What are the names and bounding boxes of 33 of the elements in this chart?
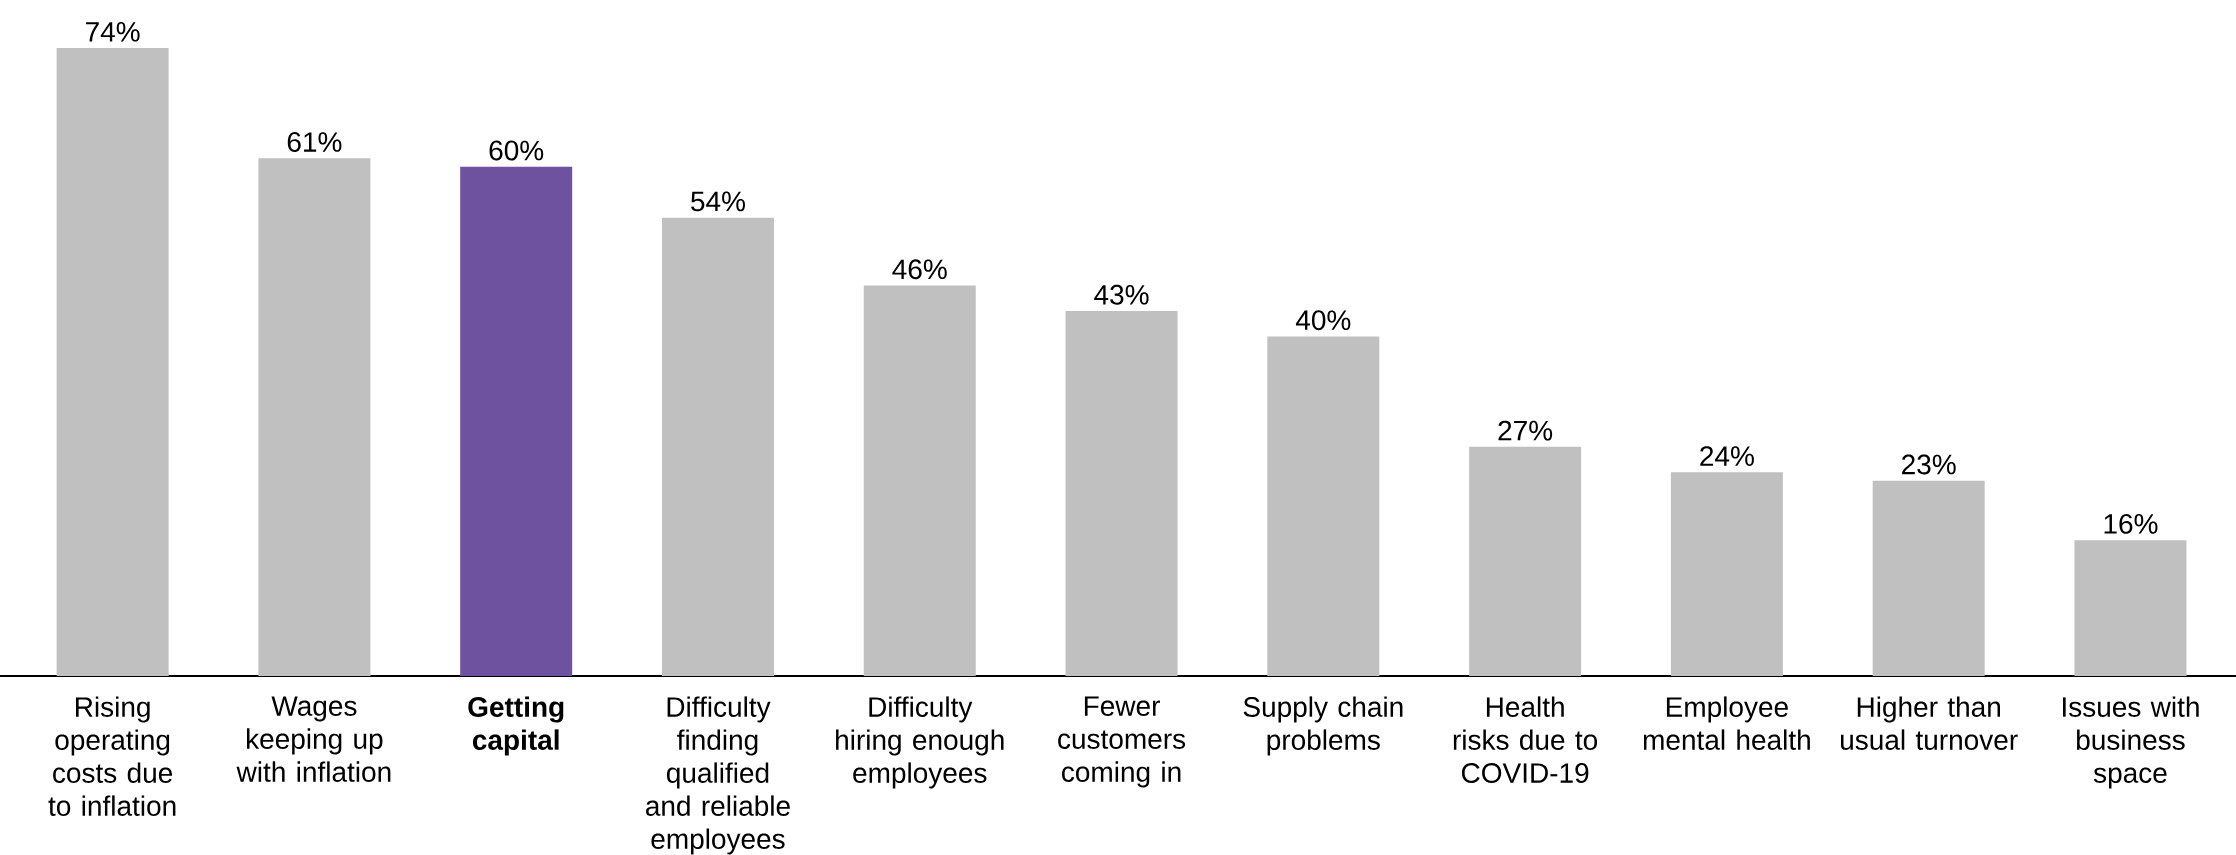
x-tick-label: Health risks due to COVID-19 — [1453, 696, 1598, 783]
bar — [1267, 336, 1380, 676]
x-tick-label: Difficulty finding qualified and reliable employees — [646, 696, 790, 855]
data-label: 24% — [1700, 446, 1754, 466]
x-tick-label: Getting capital — [468, 696, 564, 756]
data-label: 16% — [2104, 513, 2158, 534]
bar — [460, 166, 573, 676]
data-label: 23% — [1902, 454, 1956, 475]
data-label: 54% — [691, 191, 745, 212]
data-label: 40% — [1295, 310, 1351, 331]
bar — [1469, 446, 1582, 676]
x-tick-label: Fewer customers coming in — [1058, 696, 1186, 788]
bar — [258, 158, 371, 676]
data-label: 43% — [1094, 284, 1149, 305]
bar — [863, 285, 976, 676]
x-tick-label: Rising operating costs due to inflation — [48, 696, 176, 816]
bar — [2074, 540, 2187, 676]
bar — [1065, 311, 1178, 676]
data-label: 46% — [892, 259, 947, 280]
bar — [1670, 472, 1783, 676]
data-label: 61% — [287, 132, 342, 152]
x-tick-label: Wages keeping up with inflation — [236, 696, 391, 782]
x-tick-label: Higher than usual turnover — [1841, 696, 2018, 750]
data-label: 74% — [86, 21, 140, 42]
x-tick-label: Supply chain problems — [1243, 696, 1403, 756]
bar — [56, 48, 169, 676]
data-label: 27% — [1498, 420, 1553, 441]
x-tick-label: Difficulty hiring enough employees — [836, 696, 1004, 789]
bar — [661, 217, 774, 676]
bar — [1872, 480, 1985, 676]
data-label: 60% — [489, 140, 544, 161]
x-tick-label: Issues with business space — [2063, 696, 2199, 789]
x-tick-label: Employee mental health — [1643, 696, 1810, 750]
